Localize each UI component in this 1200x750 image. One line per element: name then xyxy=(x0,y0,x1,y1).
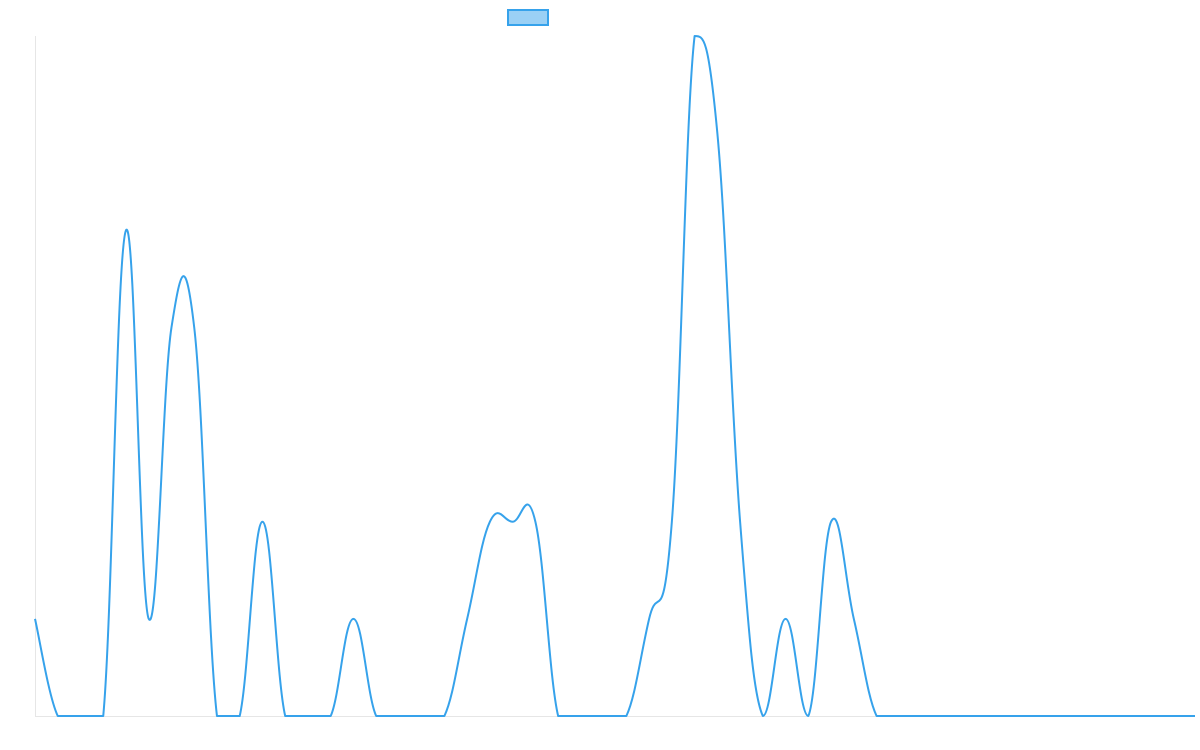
data-point[interactable] xyxy=(1055,712,1063,720)
data-point[interactable] xyxy=(827,518,835,526)
data-point[interactable] xyxy=(1077,712,1085,720)
data-point[interactable] xyxy=(531,518,539,526)
data-point[interactable] xyxy=(1168,712,1176,720)
data-point[interactable] xyxy=(167,323,175,331)
data-point[interactable] xyxy=(258,518,266,526)
data-point[interactable] xyxy=(395,712,403,720)
data-point[interactable] xyxy=(964,712,972,720)
data-point[interactable] xyxy=(554,712,562,720)
data-point[interactable] xyxy=(918,712,926,720)
data-point[interactable] xyxy=(600,712,608,720)
data-point[interactable] xyxy=(895,712,903,720)
data-point[interactable] xyxy=(873,712,881,720)
data-point[interactable] xyxy=(782,615,790,623)
data-point[interactable] xyxy=(577,712,585,720)
data-point[interactable] xyxy=(281,712,289,720)
series-line xyxy=(34,35,1195,717)
data-point[interactable] xyxy=(486,518,494,526)
data-point[interactable] xyxy=(1191,712,1199,720)
data-point[interactable] xyxy=(622,712,630,720)
data-point[interactable] xyxy=(1146,712,1154,720)
data-point[interactable] xyxy=(190,323,198,331)
data-point[interactable] xyxy=(691,32,699,40)
legend[interactable] xyxy=(507,9,549,26)
data-point[interactable] xyxy=(304,712,312,720)
data-point[interactable] xyxy=(99,712,107,720)
data-point[interactable] xyxy=(145,615,153,623)
legend-swatch[interactable] xyxy=(507,9,549,26)
data-point[interactable] xyxy=(418,712,426,720)
data-point[interactable] xyxy=(668,518,676,526)
data-point[interactable] xyxy=(736,518,744,526)
data-point[interactable] xyxy=(713,129,721,137)
series-layer xyxy=(31,32,1199,720)
data-point[interactable] xyxy=(759,712,767,720)
data-point[interactable] xyxy=(122,226,130,234)
data-point[interactable] xyxy=(463,615,471,623)
data-point[interactable] xyxy=(941,712,949,720)
data-point[interactable] xyxy=(327,712,335,720)
data-point[interactable] xyxy=(54,712,62,720)
data-point[interactable] xyxy=(349,615,357,623)
data-point[interactable] xyxy=(804,712,812,720)
data-point[interactable] xyxy=(1009,712,1017,720)
data-point[interactable] xyxy=(509,518,517,526)
data-point[interactable] xyxy=(213,712,221,720)
data-point[interactable] xyxy=(440,712,448,720)
data-point[interactable] xyxy=(236,712,244,720)
data-point[interactable] xyxy=(850,615,858,623)
data-point[interactable] xyxy=(372,712,380,720)
data-point[interactable] xyxy=(986,712,994,720)
data-point[interactable] xyxy=(1123,712,1131,720)
data-point[interactable] xyxy=(76,712,84,720)
data-point[interactable] xyxy=(1032,712,1040,720)
data-point[interactable] xyxy=(31,615,39,623)
data-point[interactable] xyxy=(645,615,653,623)
data-point[interactable] xyxy=(1100,712,1108,720)
